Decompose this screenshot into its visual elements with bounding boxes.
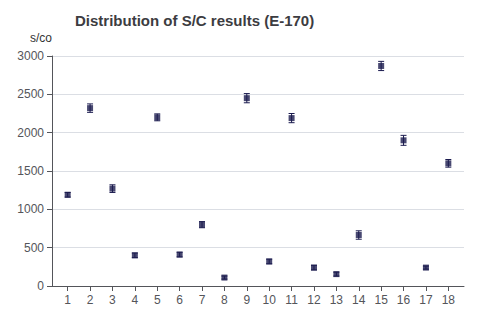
svg-text:2: 2: [87, 293, 94, 307]
svg-text:2000: 2000: [17, 126, 44, 140]
svg-text:7: 7: [199, 293, 206, 307]
svg-text:16: 16: [397, 293, 411, 307]
svg-text:6: 6: [176, 293, 183, 307]
svg-text:9: 9: [243, 293, 250, 307]
svg-text:0: 0: [37, 279, 44, 293]
svg-text:4: 4: [132, 293, 139, 307]
svg-text:10: 10: [263, 293, 277, 307]
svg-text:Distribution of S/C results (E: Distribution of S/C results (E-170): [75, 12, 314, 29]
svg-text:18: 18: [442, 293, 456, 307]
svg-text:2500: 2500: [17, 87, 44, 101]
svg-text:3000: 3000: [17, 49, 44, 63]
svg-text:500: 500: [24, 241, 44, 255]
svg-text:5: 5: [154, 293, 161, 307]
svg-text:1: 1: [64, 293, 71, 307]
svg-text:17: 17: [419, 293, 433, 307]
svg-text:14: 14: [352, 293, 366, 307]
svg-text:13: 13: [330, 293, 344, 307]
svg-text:s/co: s/co: [30, 31, 52, 45]
svg-text:1500: 1500: [17, 164, 44, 178]
svg-text:11: 11: [285, 293, 298, 307]
svg-text:15: 15: [374, 293, 388, 307]
svg-text:8: 8: [221, 293, 228, 307]
svg-text:1000: 1000: [17, 202, 44, 216]
svg-text:12: 12: [307, 293, 321, 307]
svg-text:3: 3: [109, 293, 116, 307]
